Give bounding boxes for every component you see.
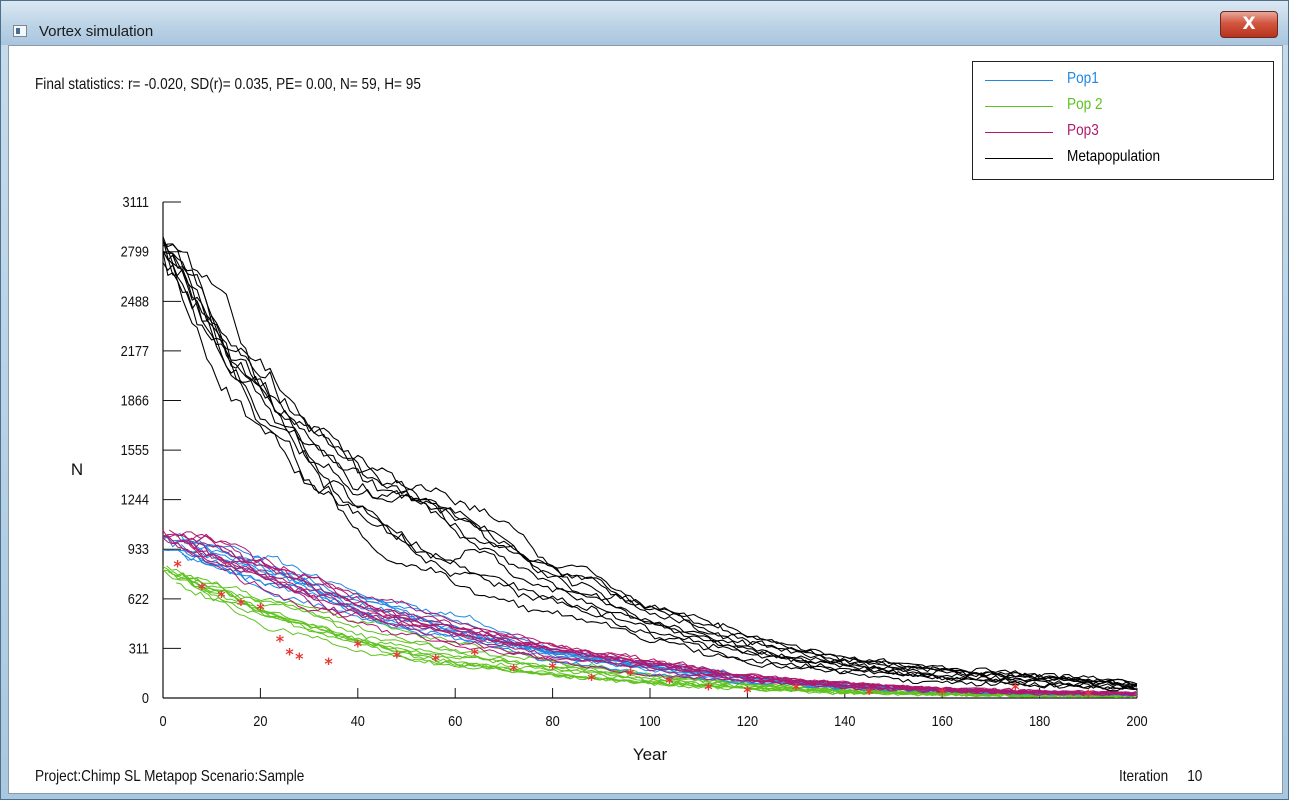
y-tick-label: 311 <box>129 639 150 656</box>
y-tick-label: 1555 <box>121 441 150 458</box>
extinction-marker: * <box>354 636 363 655</box>
extinction-marker: * <box>285 644 294 663</box>
legend-swatch <box>985 132 1053 133</box>
extinction-marker: * <box>276 632 285 651</box>
final-statistics: Final statistics: r= -0.020, SD(r)= 0.03… <box>35 76 421 93</box>
extinction-marker: * <box>548 659 557 678</box>
legend-swatch <box>985 80 1053 81</box>
series-line-pop3 <box>168 529 1134 697</box>
extinction-marker: * <box>587 670 596 689</box>
y-tick-label: 2177 <box>121 342 150 359</box>
series-line-pop3 <box>162 533 1138 696</box>
y-tick-label: 622 <box>128 590 149 607</box>
window-title: Vortex simulation <box>39 23 154 40</box>
series-line-metapopulation <box>162 239 1138 691</box>
x-tick-label: 80 <box>546 712 560 729</box>
y-tick-label: 0 <box>142 689 149 706</box>
legend-label: Pop 2 <box>1067 96 1103 113</box>
x-tick-label: 160 <box>932 712 953 729</box>
series-line-pop3 <box>189 541 1135 696</box>
x-tick-label: 140 <box>834 712 855 729</box>
extinction-marker: * <box>743 683 752 702</box>
x-tick-label: 60 <box>448 712 462 729</box>
close-button[interactable]: X <box>1220 11 1278 38</box>
x-tick-label: 180 <box>1029 712 1050 729</box>
extinction-marker: * <box>217 587 226 606</box>
title-bar[interactable]: Vortex simulation X <box>1 1 1288 45</box>
extinction-marker: * <box>938 684 947 703</box>
iteration-label: Iteration <box>1119 768 1169 785</box>
legend-item: Pop 2 <box>985 94 1265 120</box>
y-tick-label: 1866 <box>121 391 150 408</box>
x-tick-label: 0 <box>159 712 166 729</box>
iteration-counter: Iteration 10 <box>1119 768 1218 786</box>
x-tick-label: 200 <box>1126 712 1147 729</box>
extinction-marker: * <box>865 684 874 703</box>
extinction-marker: * <box>1084 686 1093 705</box>
series-line-metapopulation <box>162 250 1138 688</box>
extinction-marker: * <box>173 557 182 576</box>
extinction-marker: * <box>432 651 441 670</box>
legend-item: Metapopulation <box>985 146 1265 172</box>
x-axis-label: Year <box>633 745 668 764</box>
legend-swatch <box>985 106 1053 107</box>
extinction-marker: * <box>1011 679 1020 698</box>
extinction-marker: * <box>704 679 713 698</box>
x-tick-label: 100 <box>639 712 660 729</box>
y-tick-label: 3111 <box>123 193 150 210</box>
series-line-metapopulation <box>162 243 1138 692</box>
legend: Pop1 Pop 2 Pop3 Metapopulation <box>972 61 1274 180</box>
y-axis-label: N <box>71 460 83 479</box>
series-line-metapopulation <box>162 251 1138 686</box>
series-line-pop-2 <box>174 575 1135 698</box>
extinction-marker: * <box>295 649 304 668</box>
legend-label: Metapopulation <box>1067 148 1161 165</box>
legend-label: Pop3 <box>1067 122 1099 139</box>
series-line-pop-2 <box>162 566 1138 697</box>
extinction-marker: * <box>256 600 265 619</box>
series-line-pop-2 <box>177 575 1137 698</box>
iteration-value: 10 <box>1187 768 1203 785</box>
legend-label: Pop1 <box>1067 70 1099 87</box>
project-scenario-label: Project:Chimp SL Metapop Scenario:Sample <box>35 768 305 785</box>
population-chart: 0 311 622 933 1244 1555 1866 2177 2488 2799 3111 0 2… <box>71 193 1148 764</box>
legend-item: Pop3 <box>985 120 1265 146</box>
extinction-marker: * <box>665 673 674 692</box>
extinction-marker: * <box>509 660 518 679</box>
x-tick-label: 120 <box>737 712 758 729</box>
legend-item: Pop1 <box>985 68 1265 94</box>
extinction-marker: * <box>324 654 333 673</box>
extinction-marker: * <box>792 679 801 698</box>
x-tick-label: 20 <box>253 712 267 729</box>
extinction-marker: * <box>393 648 402 667</box>
y-tick-label: 1244 <box>121 491 150 508</box>
series-line-metapopulation <box>162 241 1138 687</box>
y-tick-label: 2488 <box>121 292 150 309</box>
y-tick-label: 933 <box>128 540 149 557</box>
series-line-pop3 <box>162 535 1138 696</box>
extinction-marker: * <box>470 644 479 663</box>
extinction-marker: * <box>237 595 246 614</box>
simulation-panel: Final statistics: r= -0.020, SD(r)= 0.03… <box>8 45 1283 794</box>
app-icon[interactable] <box>13 25 27 37</box>
y-tick-label: 2799 <box>121 243 150 260</box>
legend-swatch <box>985 158 1053 159</box>
extinction-marker: * <box>626 665 635 684</box>
extinction-marker: * <box>198 579 207 598</box>
series-line-pop3 <box>162 530 1138 697</box>
series-line-metapopulation <box>162 252 1138 690</box>
x-tick-label: 40 <box>351 712 365 729</box>
